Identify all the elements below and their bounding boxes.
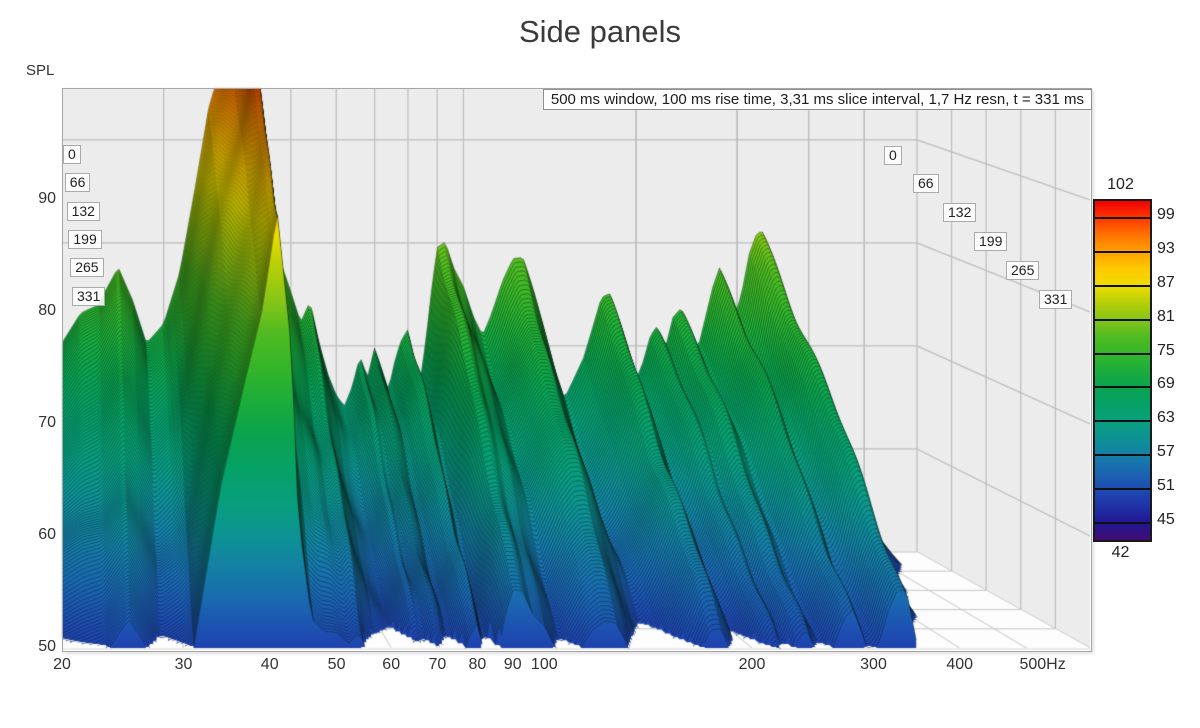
time-label-right-66: 66: [913, 174, 939, 193]
legend-row: ✓ LRS Side panels 39,7 dB: [0, 690, 1200, 720]
time-label-left-132: 132: [66, 201, 100, 221]
x-tick-20: 20: [53, 656, 71, 673]
time-label-right-132: 132: [943, 203, 977, 222]
colorbar-tick-51: 51: [1157, 477, 1175, 495]
colorbar-min-label: 42: [1111, 544, 1130, 561]
y-tick-70: 70: [38, 414, 56, 431]
time-label-right-0: 0: [884, 146, 902, 165]
time-label-left-0: 0: [63, 145, 81, 164]
colorbar-tick-line: [1095, 386, 1150, 389]
x-tick-80: 80: [468, 656, 487, 673]
colorbar-tick-line: [1095, 318, 1150, 321]
y-tick-50: 50: [38, 638, 56, 655]
x-tick-400: 400: [946, 656, 974, 673]
colorbar-tick-line: [1095, 216, 1150, 219]
time-label-left-66: 66: [64, 173, 91, 193]
colorbar-tick-63: 63: [1157, 409, 1175, 427]
colorbar: [1093, 199, 1152, 542]
x-tick-200: 200: [738, 656, 766, 673]
x-tick-70: 70: [428, 656, 447, 673]
time-label-right-199: 199: [974, 232, 1008, 251]
y-axis-title: SPL: [26, 62, 55, 79]
colorbar-tick-75: 75: [1157, 341, 1175, 359]
y-tick-80: 80: [38, 302, 56, 319]
colorbar-tick-line: [1095, 250, 1150, 253]
page-title: Side panels: [518, 14, 681, 49]
y-tick-90: 90: [38, 190, 56, 207]
y-tick-60: 60: [38, 526, 56, 543]
time-label-right-265: 265: [1006, 261, 1040, 280]
x-tick-90: 90: [503, 656, 522, 673]
x-tick-50: 50: [327, 656, 346, 673]
colorbar-tick-45: 45: [1157, 511, 1175, 529]
x-tick-60: 60: [382, 656, 401, 673]
colorbar-tick-line: [1095, 352, 1150, 355]
x-tick-100: 100: [530, 656, 558, 673]
colorbar-tick-line: [1095, 522, 1150, 525]
measurement-info-box: 500 ms window, 100 ms rise time, 3,31 ms…: [542, 89, 1092, 110]
colorbar-tick-line: [1095, 488, 1150, 491]
time-label-left-199: 199: [68, 229, 102, 249]
colorbar-tick-line: [1095, 454, 1150, 457]
colorbar-max-label: 102: [1107, 176, 1134, 193]
x-tick-500Hz: 500Hz: [1019, 656, 1066, 673]
x-tick-30: 30: [174, 656, 193, 673]
colorbar-tick-81: 81: [1157, 307, 1175, 325]
colorbar-tick-line: [1095, 420, 1150, 423]
colorbar-tick-69: 69: [1157, 375, 1175, 393]
x-tick-300: 300: [860, 656, 887, 673]
colorbar-tick-99: 99: [1157, 205, 1175, 223]
colorbar-tick-93: 93: [1157, 239, 1175, 257]
time-label-right-331: 331: [1039, 290, 1073, 309]
time-label-left-265: 265: [70, 258, 104, 278]
colorbar-tick-line: [1095, 284, 1150, 287]
x-tick-40: 40: [260, 656, 279, 673]
colorbar-tick-87: 87: [1157, 273, 1175, 291]
time-label-left-331: 331: [72, 286, 106, 306]
colorbar-tick-57: 57: [1157, 443, 1175, 461]
